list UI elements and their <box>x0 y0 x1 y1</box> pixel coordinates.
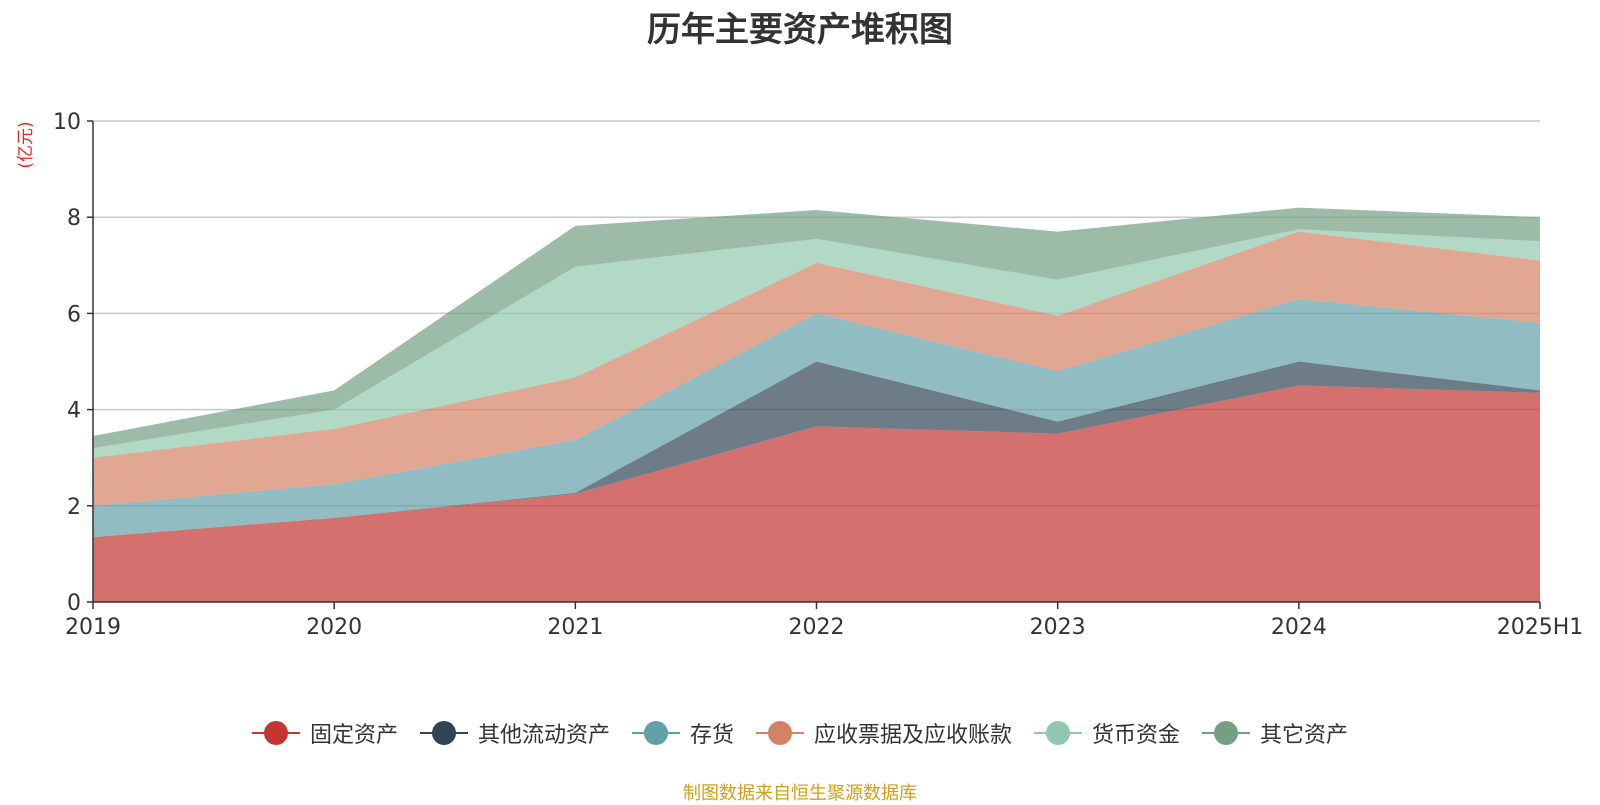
area-series-3 <box>93 231 1540 506</box>
source-note: 制图数据来自恒生聚源数据库 <box>683 783 917 804</box>
legend-item-3[interactable]: 应收票据及应收账款 <box>756 717 1012 749</box>
legend-marker-icon <box>1202 721 1251 745</box>
x-tick-label: 2022 <box>789 615 845 640</box>
x-tick-label: 2025H1 <box>1497 615 1584 640</box>
area-series-0 <box>93 385 1540 602</box>
legend-marker-icon <box>419 721 468 745</box>
x-tick-label: 2024 <box>1271 615 1327 640</box>
axes: 0 2 4 6 8 10 2019 2020 2021 2022 2023 2024 2025H1 <box>53 110 1583 640</box>
legend-item-0[interactable]: 固定资产 <box>251 717 398 749</box>
x-tick-label: 2020 <box>306 615 362 640</box>
area-series-2 <box>93 298 1540 538</box>
y-tick-label: 6 <box>67 302 81 327</box>
legend-marker-icon <box>756 721 804 745</box>
legend-marker-icon <box>1034 721 1083 745</box>
legend-item-5[interactable]: 其它资产 <box>1202 717 1348 749</box>
area-series-4 <box>93 229 1540 458</box>
x-tick-label: 2023 <box>1030 615 1086 640</box>
legend-label: 其他流动资产 <box>477 723 610 748</box>
chart-title: 历年主要资产堆积图 <box>647 10 953 50</box>
legend-item-4[interactable]: 货币资金 <box>1034 717 1180 749</box>
legend-marker-icon <box>251 721 300 745</box>
area-series-1 <box>93 361 1540 538</box>
legend-label: 其它资产 <box>1260 723 1349 748</box>
x-tick-label: 2021 <box>547 615 603 640</box>
y-axis-label: (亿元) <box>16 121 36 168</box>
y-tick-label: 4 <box>67 399 81 424</box>
legend-label: 货币资金 <box>1092 723 1181 748</box>
legend-item-1[interactable]: 其他流动资产 <box>419 717 610 749</box>
area-series-5 <box>93 207 1540 449</box>
legend: 固定资产 其他流动资产 存货 应收票据及应收账款 货币资金 其它资产 <box>0 717 1600 749</box>
legend-marker-icon <box>631 721 680 745</box>
legend-item-2[interactable]: 存货 <box>631 717 734 749</box>
y-tick-label: 0 <box>67 591 81 616</box>
area-series <box>93 207 1540 602</box>
y-tick-label: 10 <box>53 110 81 135</box>
legend-label: 应收票据及应收账款 <box>814 723 1013 748</box>
y-tick-label: 8 <box>67 206 81 231</box>
legend-label: 固定资产 <box>309 723 398 748</box>
y-tick-label: 2 <box>67 495 81 520</box>
legend-label: 存货 <box>689 723 734 748</box>
x-tick-label: 2019 <box>65 615 121 640</box>
